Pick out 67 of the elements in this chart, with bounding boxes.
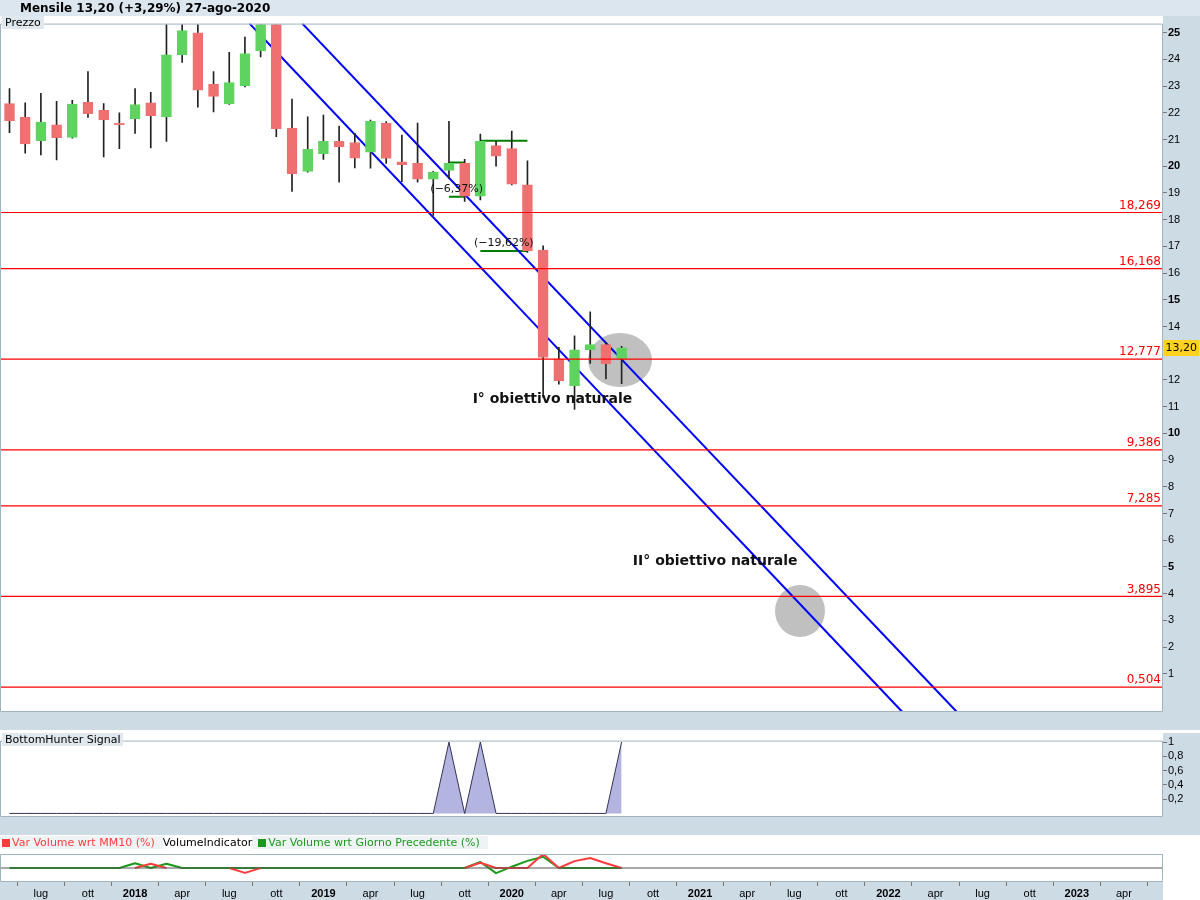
x-tick-label: 2020 [499, 886, 524, 899]
y-tick-label: 25 [1168, 25, 1181, 38]
y-tick-label: 23 [1168, 79, 1181, 92]
y-tick-label: 18 [1168, 212, 1181, 225]
y-tick-label: 0,8 [1168, 749, 1184, 762]
x-tick-label: apr [927, 886, 944, 899]
x-tick-label: ott [646, 886, 660, 899]
x-tick-label: 2018 [122, 886, 148, 899]
y-tick-label: 22 [1168, 105, 1181, 118]
x-tick-label: lug [33, 886, 49, 899]
y-tick-label: 21 [1168, 132, 1181, 145]
legend-label: Var Volume wrt Giorno Precedente (%) [268, 836, 480, 849]
x-tick-label: lug [975, 886, 990, 899]
x-tick-label: apr [174, 886, 191, 899]
y-tick-label: 5 [1168, 559, 1175, 572]
x-tick-label: apr [739, 886, 756, 899]
x-tick-label: apr [550, 886, 568, 899]
x-tick-label: ott [1023, 886, 1036, 899]
y-tick-label: 8 [1168, 479, 1175, 492]
y-tick-label: 11 [1168, 399, 1180, 412]
y-tick-label: 7 [1168, 506, 1175, 519]
x-tick-label: apr [1115, 886, 1133, 899]
y-tick-label: 0,6 [1168, 763, 1184, 776]
chart-title: BottomHunter Signal [2, 733, 124, 746]
x-tick-label: apr [362, 886, 379, 899]
x-tick-label: ott [458, 886, 471, 899]
y-tick-label: 3 [1168, 613, 1175, 626]
y-tick-label: 20 [1168, 159, 1181, 172]
x-tick-label: 2023 [1064, 886, 1090, 899]
x-tick-label: lug [786, 886, 802, 899]
y-axis-title: Prezzo [2, 16, 44, 29]
x-tick-label: 2022 [876, 886, 901, 899]
legend-label: Var Volume wrt MM10 (%) [12, 836, 155, 849]
y-tick-label: 1 [1168, 666, 1175, 679]
x-tick-label: 2019 [311, 886, 336, 899]
ref-line-label: 12,777 [1119, 344, 1161, 359]
y-tick-label: 16 [1168, 266, 1181, 279]
y-tick-label: 9 [1168, 453, 1175, 466]
y-tick-label: 17 [1168, 239, 1181, 252]
y-tick-label: 1 [1168, 735, 1175, 748]
x-tick-label: ott [835, 886, 848, 899]
x-tick-label: ott [270, 886, 283, 899]
chart-title: VolumeIndicator [162, 836, 253, 849]
y-tick-label: 19 [1168, 185, 1181, 198]
y-tick-label: 14 [1168, 319, 1181, 332]
y-tick-label: 6 [1168, 533, 1175, 546]
x-tick-label: lug [221, 886, 237, 899]
y-tick-label: 24 [1168, 52, 1181, 65]
ref-line-label: 3,895 [1126, 581, 1161, 596]
y-tick-label: 2 [1168, 640, 1175, 653]
ref-line-label: 0,504 [1126, 672, 1161, 687]
y-tick-label: 10 [1168, 426, 1181, 439]
text: 13,20 [1165, 340, 1198, 354]
y-tick-label: 15 [1168, 292, 1181, 305]
x-tick-label: ott [81, 886, 95, 899]
chart-title: Mensile 13,20 (+3,29%) 27-ago-2020 [0, 0, 1200, 16]
y-tick-label: 0,2 [1168, 792, 1184, 805]
x-tick-label: lug [410, 886, 425, 899]
x-tick-label: lug [598, 886, 614, 899]
x-tick-label: 2021 [687, 886, 713, 899]
y-tick-label: 0,4 [1168, 777, 1184, 790]
ref-line-label: 18,269 [1119, 197, 1161, 212]
ref-line-label: 9,386 [1126, 434, 1161, 449]
ref-line-label: 16,168 [1119, 253, 1161, 268]
y-tick-label: 12 [1168, 372, 1181, 385]
y-tick-label: 4 [1168, 586, 1175, 599]
ref-line-label: 7,285 [1126, 491, 1161, 506]
